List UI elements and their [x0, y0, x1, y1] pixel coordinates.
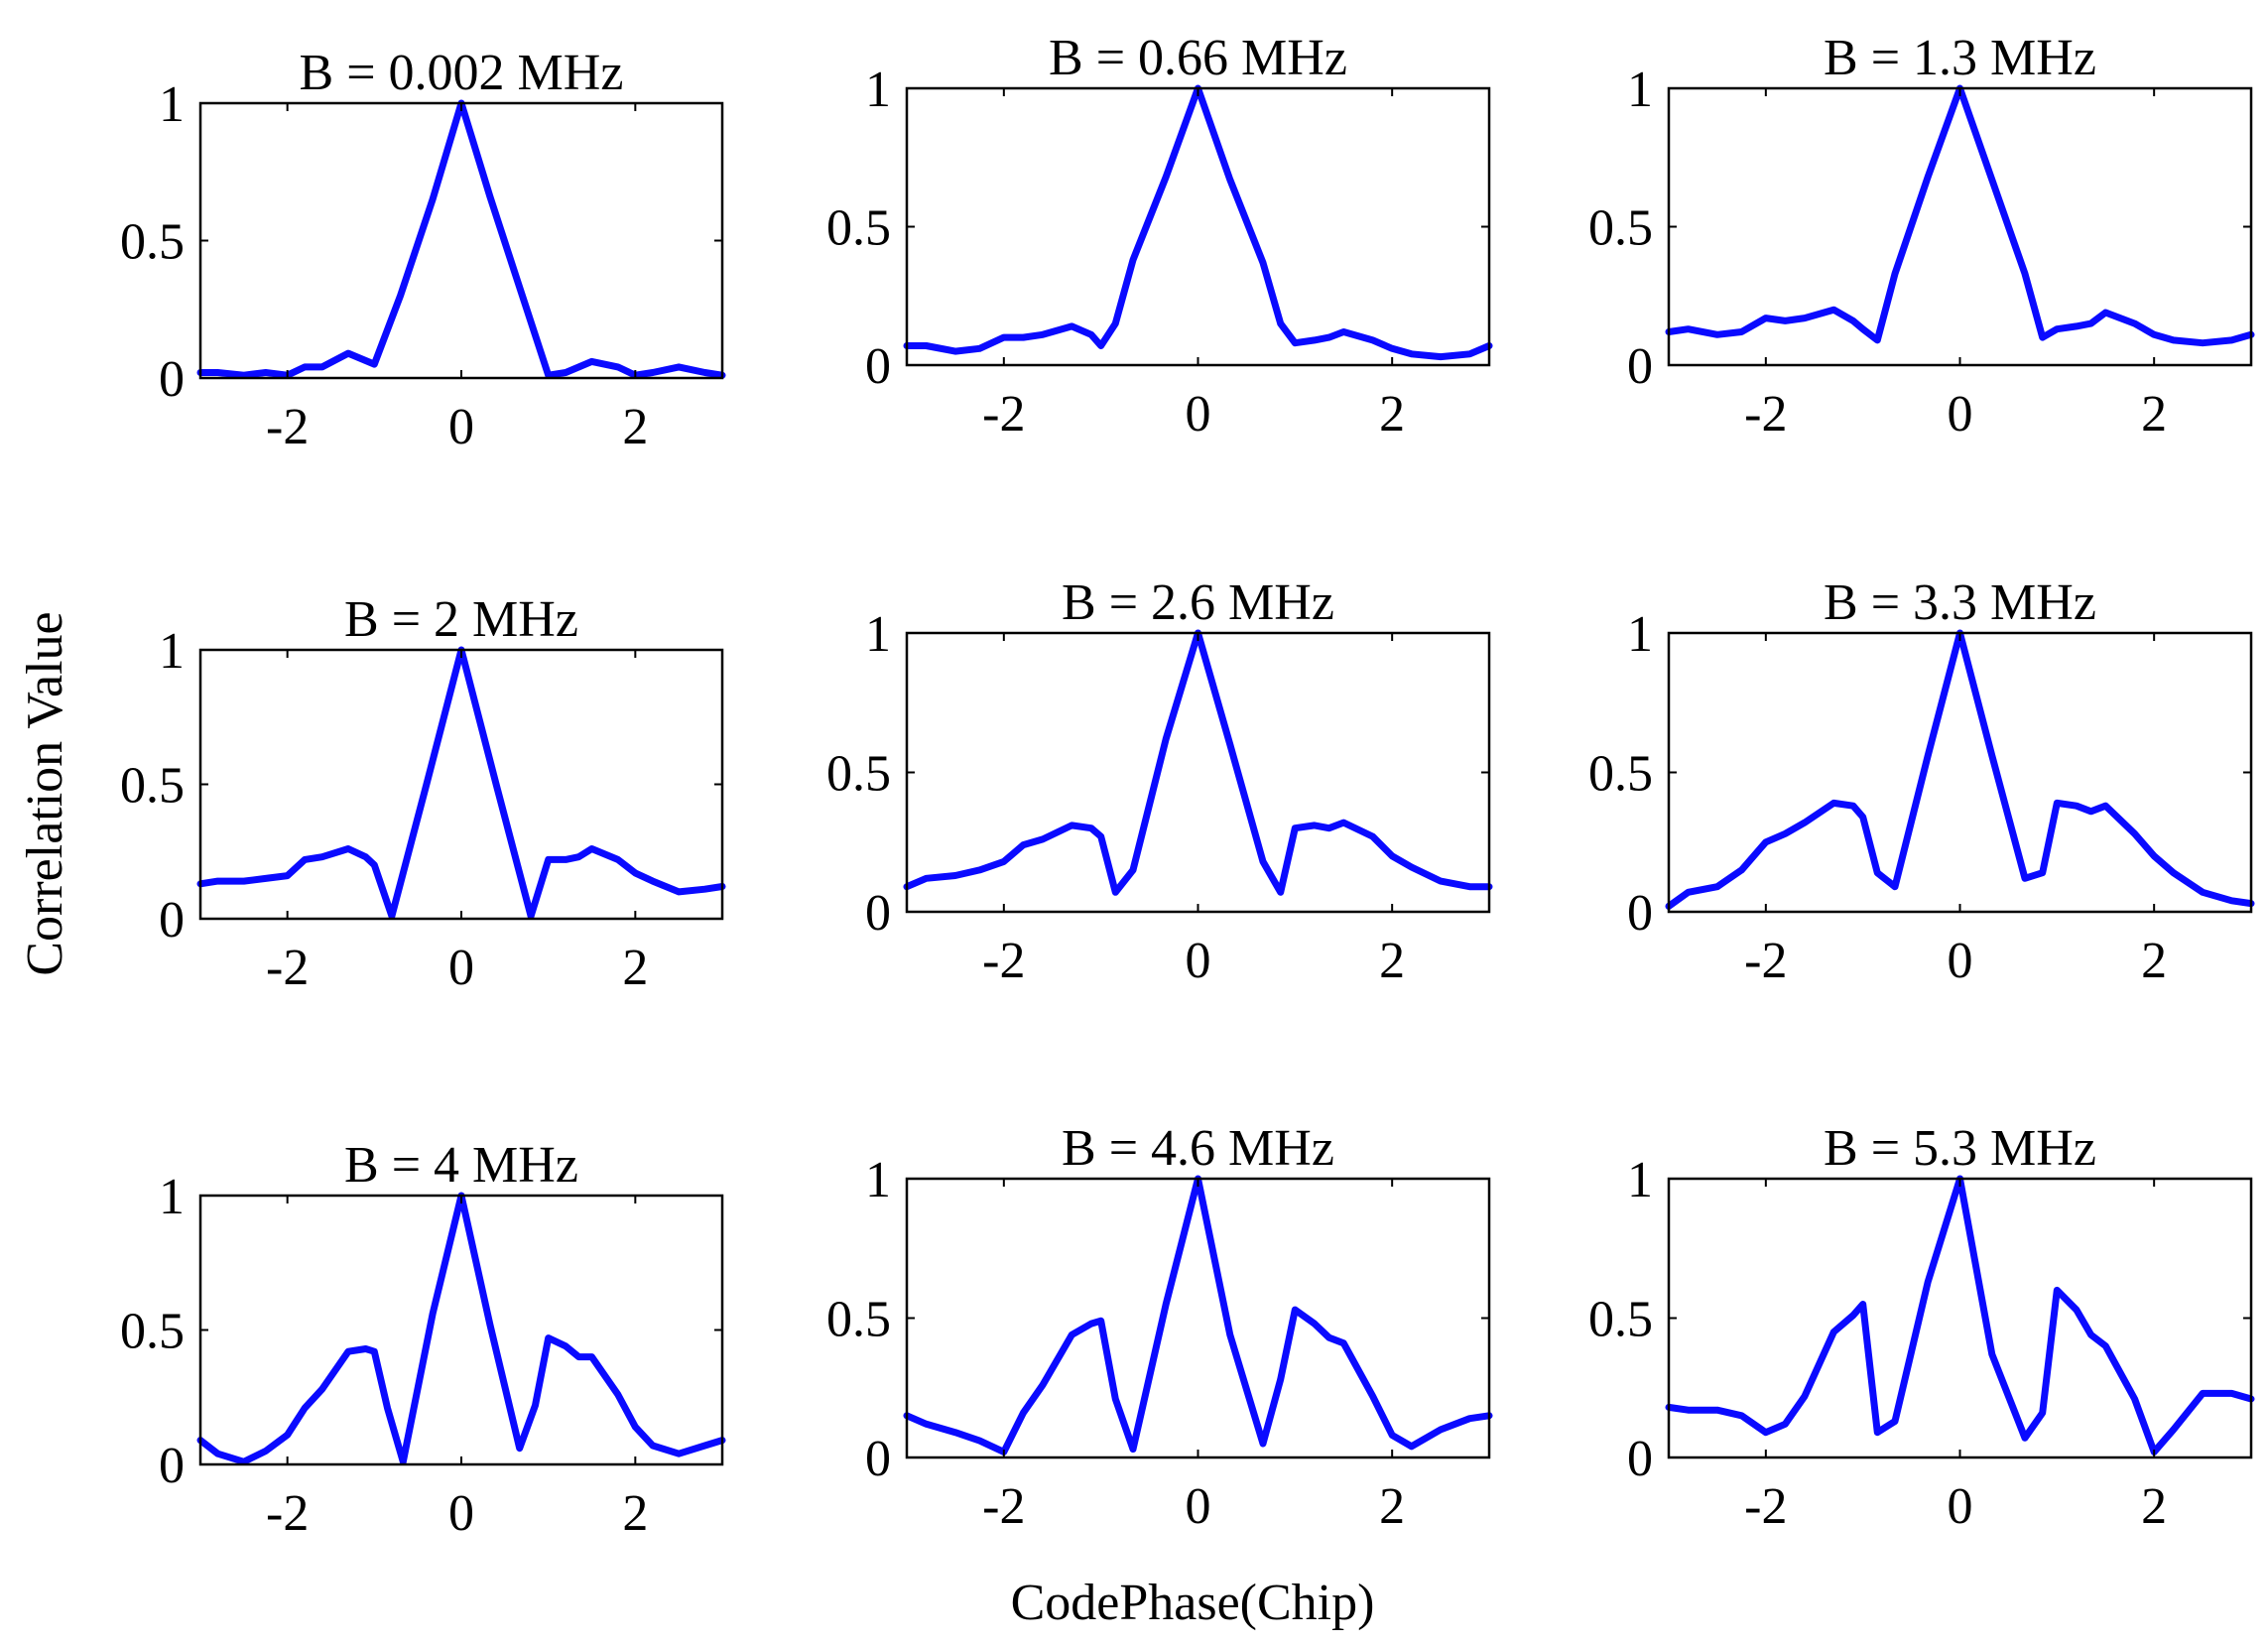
axes-frame — [1667, 1177, 2253, 1459]
x-tick-label: 2 — [1379, 933, 1405, 989]
x-tick-label: 2 — [2141, 1478, 2167, 1535]
y-tick-label: 1 — [159, 623, 185, 680]
panel-title: B = 1.3 MHz — [1824, 30, 2096, 86]
y-tick-label: 0.5 — [1588, 1292, 1653, 1348]
x-tick-label: -2 — [266, 940, 309, 996]
x-tick-label: 0 — [1186, 1478, 1211, 1535]
x-tick-label: -2 — [982, 386, 1025, 443]
y-tick-label: 0.5 — [826, 746, 891, 803]
correlation-line — [903, 1175, 1493, 1456]
y-tick-label: 1 — [1627, 606, 1653, 663]
x-tick-label: 2 — [1379, 1478, 1405, 1535]
panel-title: B = 4.6 MHz — [1062, 1120, 1334, 1177]
x-tick-label: -2 — [982, 1478, 1025, 1535]
x-tick-label: 2 — [622, 1485, 648, 1542]
y-tick-label: 0.5 — [826, 1292, 891, 1348]
panel-title: B = 2 MHz — [344, 591, 578, 648]
axes-frame — [905, 631, 1491, 914]
x-tick-label: -2 — [266, 399, 309, 455]
x-tick-label: 2 — [1379, 386, 1405, 443]
x-tick-label: 2 — [622, 940, 648, 996]
axes-frame — [1667, 631, 2253, 914]
y-tick-label: 0 — [1627, 1431, 1653, 1487]
x-tick-label: -2 — [1744, 933, 1787, 989]
x-tick-label: -2 — [1744, 1478, 1787, 1535]
panel-title: B = 3.3 MHz — [1824, 574, 2096, 631]
y-tick-label: 0 — [1627, 338, 1653, 395]
correlation-line — [1665, 629, 2255, 910]
x-tick-label: 0 — [1186, 933, 1211, 989]
x-tick-label: 0 — [448, 1485, 474, 1542]
x-tick-label: 0 — [1948, 933, 1973, 989]
correlation-line — [196, 99, 726, 379]
y-tick-label: 0 — [159, 1438, 185, 1494]
x-tick-label: 0 — [1186, 386, 1211, 443]
x-axis-label: CodePhase(Chip) — [1011, 1575, 1375, 1631]
chart-panel-4: B = 2 MHz -2 0 2 0 0.5 1 — [120, 591, 726, 996]
axes-frame — [905, 86, 1491, 367]
y-tick-label: 0 — [159, 351, 185, 408]
chart-panel-1: B = 0.002 MHz -2 0 2 0 0.5 1 — [120, 45, 726, 455]
panel-title: B = 2.6 MHz — [1062, 574, 1334, 631]
y-tick-label: 0.5 — [120, 758, 185, 815]
chart-panel-2: B = 0.66 MHz -2 0 2 0 0.5 1 — [826, 30, 1493, 443]
y-tick-label: 0.5 — [120, 1304, 185, 1360]
correlation-line — [903, 84, 1493, 361]
x-tick-label: -2 — [266, 1485, 309, 1542]
y-tick-label: 1 — [1627, 1152, 1653, 1208]
panel-title: B = 0.002 MHz — [300, 45, 624, 101]
axes-frame — [198, 101, 724, 380]
panel-title: B = 5.3 MHz — [1824, 1120, 2096, 1177]
correlation-line — [903, 629, 1493, 896]
y-tick-label: 0.5 — [1588, 746, 1653, 803]
y-tick-label: 1 — [865, 1152, 891, 1208]
chart-panel-7: B = 4 MHz -2 0 2 0 0.5 1 — [120, 1137, 726, 1542]
y-tick-label: 0 — [865, 885, 891, 942]
chart-panel-9: B = 5.3 MHz -2 0 2 0 0.5 1 — [1588, 1120, 2255, 1535]
chart-panel-8: B = 4.6 MHz -2 0 2 0 0.5 1 — [826, 1120, 1493, 1535]
y-tick-label: 1 — [159, 1169, 185, 1225]
axes-frame — [198, 1194, 724, 1466]
y-tick-label: 0 — [1627, 885, 1653, 942]
x-tick-label: 2 — [622, 399, 648, 455]
y-tick-label: 0.5 — [120, 214, 185, 271]
y-tick-label: 0 — [159, 892, 185, 949]
y-tick-label: 1 — [1627, 62, 1653, 118]
x-tick-label: 0 — [448, 399, 474, 455]
y-tick-label: 0.5 — [826, 200, 891, 257]
chart-panel-3: B = 1.3 MHz -2 0 2 0 0.5 1 — [1588, 30, 2255, 443]
chart-panel-6: B = 3.3 MHz -2 0 2 0 0.5 1 — [1588, 574, 2255, 989]
correlation-line — [1665, 1175, 2255, 1456]
y-tick-label: 1 — [865, 62, 891, 118]
x-tick-label: 0 — [448, 940, 474, 996]
x-tick-label: 2 — [2141, 933, 2167, 989]
x-tick-label: 0 — [1948, 1478, 1973, 1535]
correlation-line — [196, 646, 726, 920]
panel-title: B = 4 MHz — [344, 1137, 578, 1194]
x-tick-label: -2 — [1744, 386, 1787, 443]
y-tick-label: 0.5 — [1588, 200, 1653, 257]
x-tick-label: -2 — [982, 933, 1025, 989]
correlation-line — [196, 1192, 726, 1465]
panel-title: B = 0.66 MHz — [1049, 30, 1347, 86]
y-tick-label: 0 — [865, 338, 891, 395]
y-axis-label: Correlation Value — [17, 611, 73, 975]
correlation-line — [1665, 84, 2255, 347]
axes-frame — [905, 1177, 1491, 1459]
x-tick-label: 0 — [1948, 386, 1973, 443]
y-tick-label: 1 — [865, 606, 891, 663]
x-tick-label: 2 — [2141, 386, 2167, 443]
y-tick-label: 1 — [159, 76, 185, 133]
chart-panel-5: B = 2.6 MHz -2 0 2 0 0.5 1 — [826, 574, 1493, 989]
y-tick-label: 0 — [865, 1431, 891, 1487]
